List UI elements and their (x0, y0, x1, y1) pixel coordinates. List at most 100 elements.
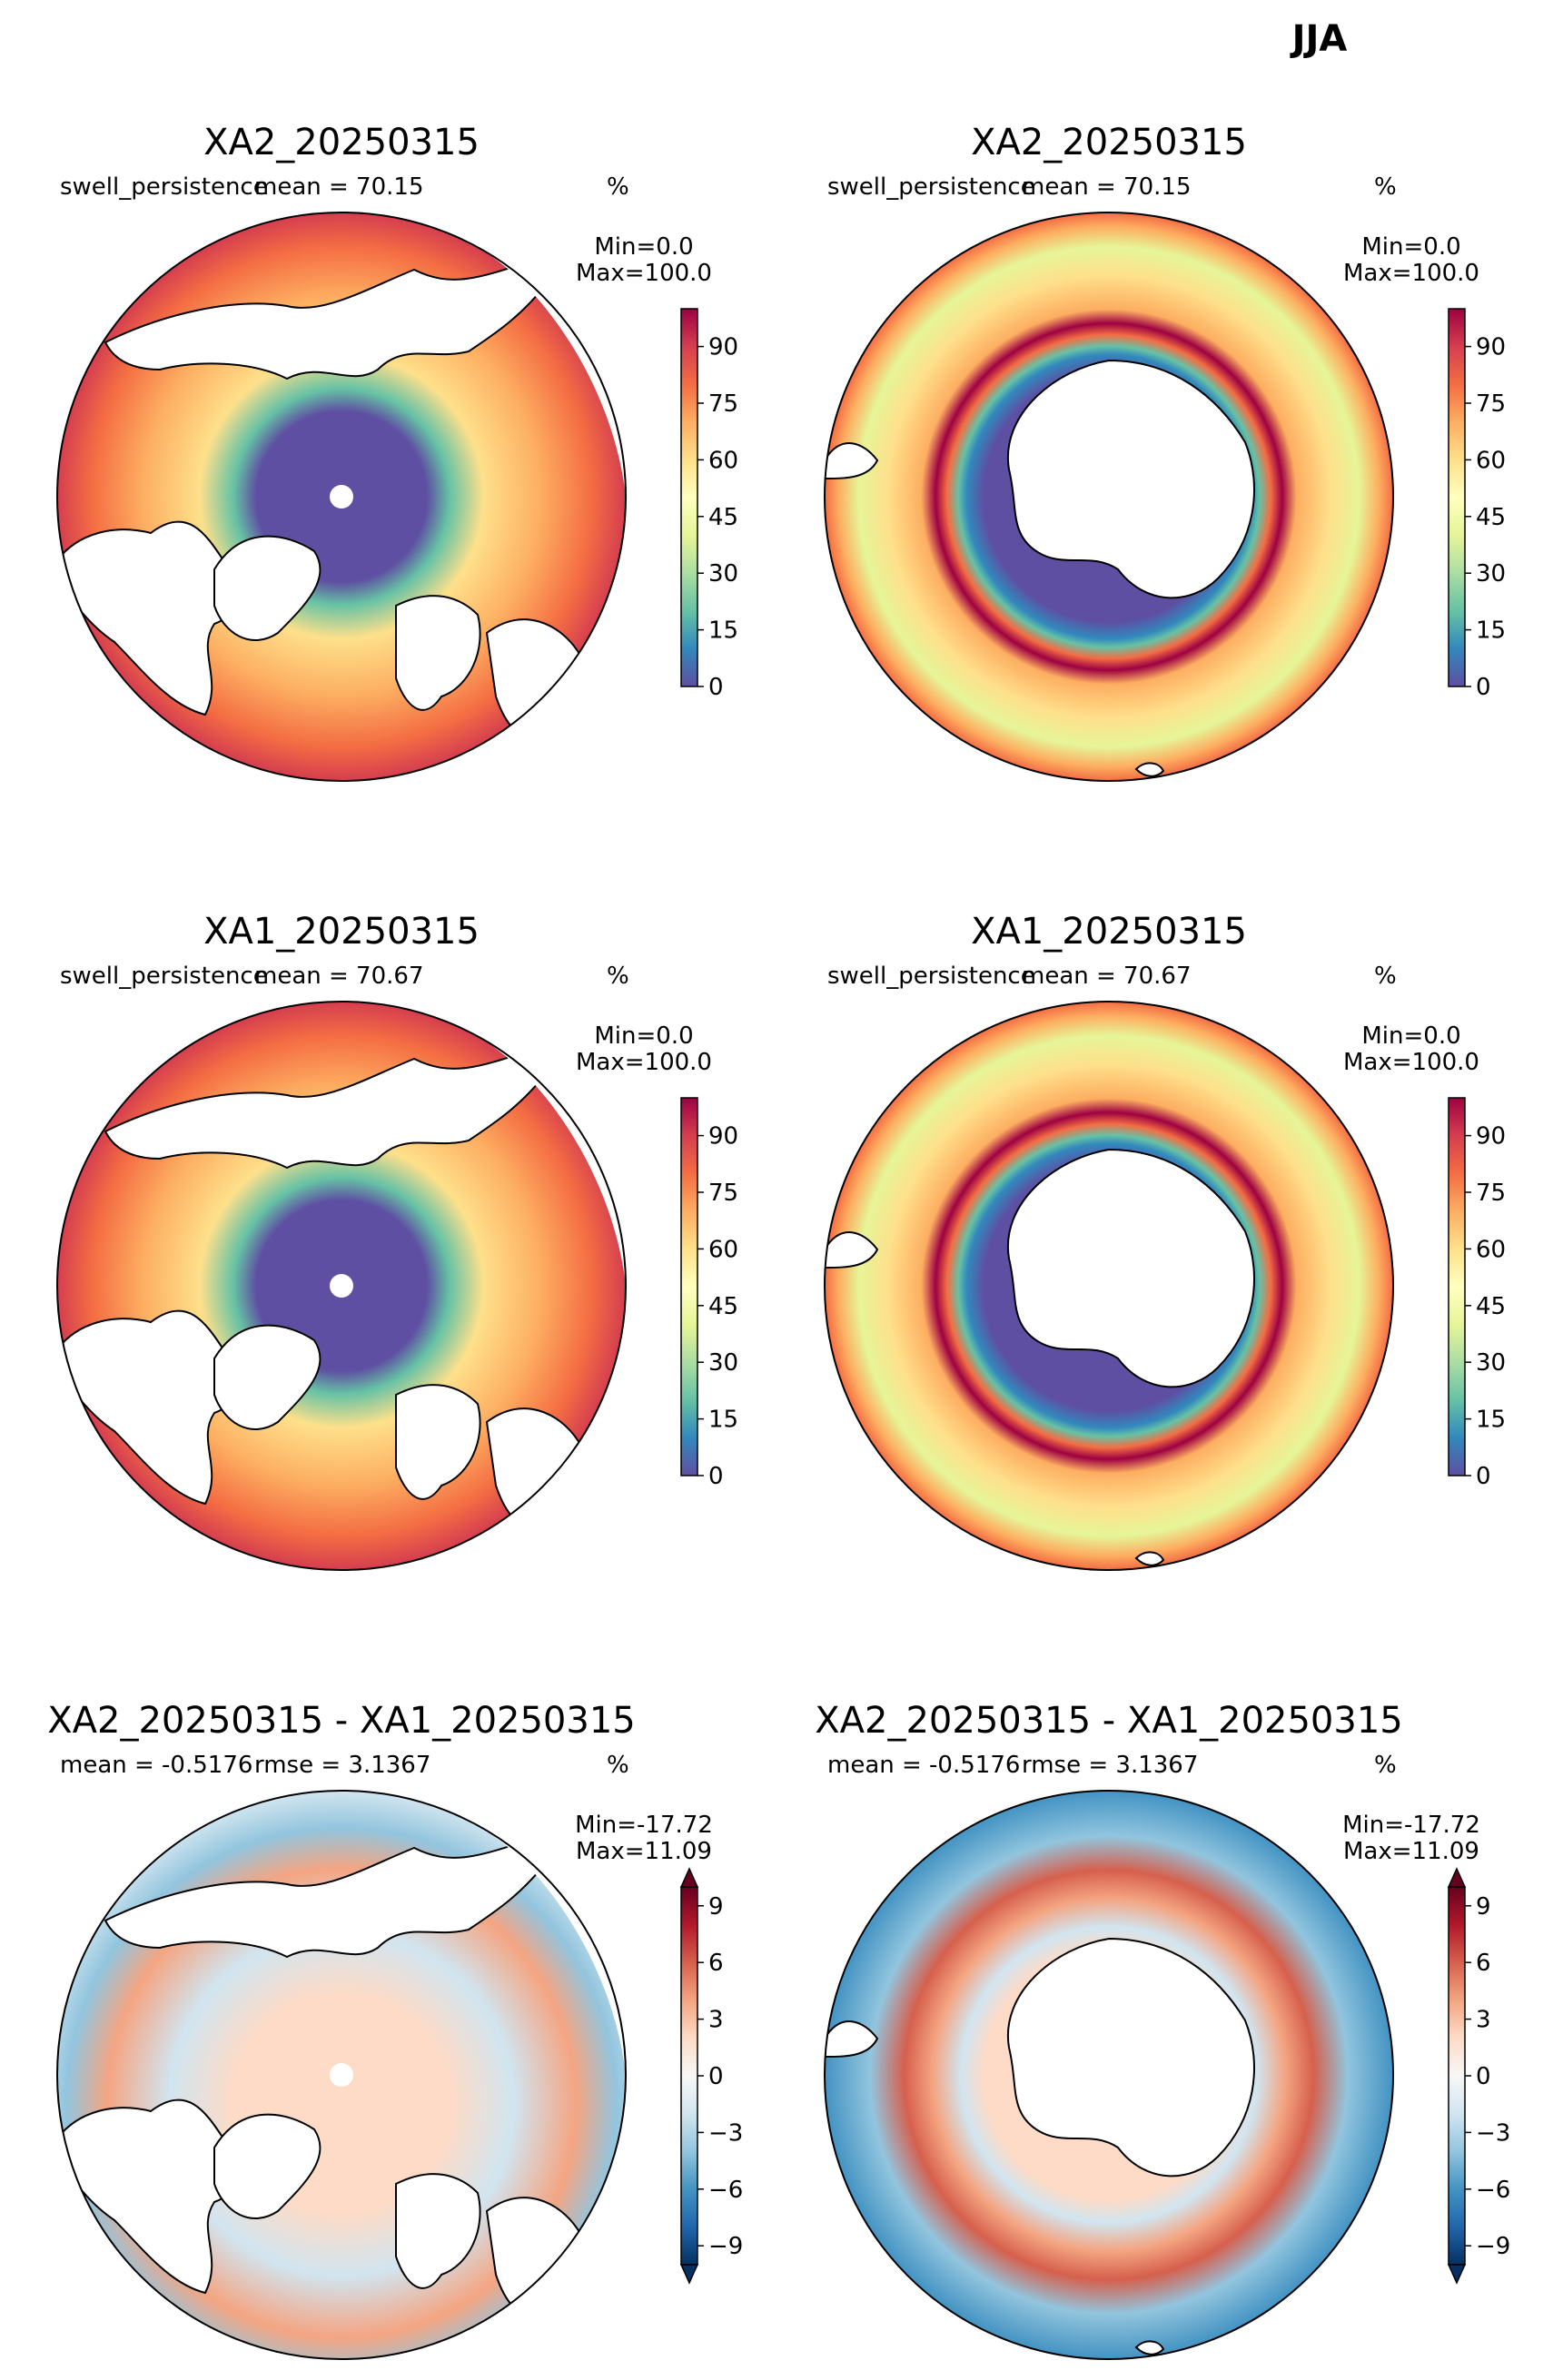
landmass (1134, 2340, 1165, 2355)
panel-left-label: swell_persistence (60, 963, 268, 990)
colorbar-extend-min (679, 2264, 699, 2285)
panel-title: XA2_20250315 - XA1_20250315 (815, 1700, 1402, 1742)
panel-title: XA1_20250315 (971, 911, 1247, 953)
landmass (1134, 1551, 1165, 1566)
landmass (825, 442, 879, 480)
landmass (57, 520, 241, 716)
panel-units: % (607, 173, 629, 201)
colorbar-tick-label: 30 (1476, 560, 1506, 588)
colorbar-tick-label: 9 (1476, 1893, 1491, 1921)
panel-units: % (607, 963, 629, 990)
colorbar-tick-label: 90 (708, 334, 738, 361)
colorbar-tick-label: 60 (708, 1236, 738, 1263)
colorbar-tick-label: 3 (1476, 2007, 1491, 2034)
panel-left-label: swell_persistence (827, 173, 1035, 201)
landmass (1134, 762, 1165, 777)
panel-center-label: mean = 70.15 (1022, 173, 1191, 201)
colorbar-tick-label: −6 (708, 2177, 743, 2204)
pole-hole (330, 2063, 353, 2087)
landmass (104, 259, 552, 380)
map-frame (56, 1001, 627, 1571)
colorbar-tick-label: 75 (1476, 390, 1506, 418)
colorbar-tick-label: 90 (1476, 1123, 1506, 1150)
panel-center-label: mean = 70.67 (254, 963, 423, 990)
colorbar-tick-label: 15 (708, 1407, 738, 1434)
colorbar-extend-min (1447, 2264, 1467, 2285)
landmass (57, 1309, 241, 1506)
colorbar-tick-label: 75 (708, 390, 738, 418)
colorbar-tick-label: 3 (708, 2007, 724, 2034)
landmass (1006, 359, 1255, 599)
landmass (57, 2099, 241, 2295)
colorbar-tick-label: 60 (1476, 447, 1506, 474)
panel-units: % (1374, 173, 1397, 201)
panel-center-label: mean = 70.15 (254, 173, 423, 201)
max-label: Max=11.09 (1343, 1838, 1479, 1865)
colorbar-tick-label: 60 (708, 447, 738, 474)
colorbar-tick-label: −6 (1476, 2177, 1510, 2204)
colorbar-tick-label: 30 (1476, 1349, 1506, 1377)
colorbar-tick-label: 0 (708, 674, 724, 701)
colorbar-tick-label: 45 (1476, 504, 1506, 531)
landmass (1006, 1937, 1255, 2178)
landmass (395, 2173, 481, 2289)
landmass (825, 1231, 879, 1269)
landmass (213, 2113, 321, 2220)
colorbar-extend-max (679, 1867, 699, 1888)
colorbar-tick-label: −9 (1476, 2233, 1510, 2260)
map-frame (824, 212, 1394, 782)
colorbar-extend-max (1447, 1867, 1467, 1888)
panel-left-label: swell_persistence (60, 173, 268, 201)
map-field (825, 212, 1393, 781)
panel-title: XA2_20250315 (971, 122, 1247, 163)
panel-title: XA2_20250315 (203, 122, 480, 163)
panel-units: % (607, 1752, 629, 1779)
panel-units: % (1374, 963, 1397, 990)
landmass (104, 1048, 552, 1170)
colorbar-tick-label: 15 (1476, 1407, 1506, 1434)
max-label: Max=100.0 (1343, 1049, 1479, 1076)
map-frame (56, 212, 627, 782)
panel-left-label: mean = -0.5176 (827, 1752, 1020, 1779)
min-label: Min=0.0 (594, 1022, 693, 1050)
landmass (104, 1837, 552, 1959)
pole-hole (330, 1274, 353, 1298)
colorbar-tick-label: 75 (708, 1180, 738, 1207)
colorbar-tick-label: 90 (1476, 334, 1506, 361)
colorbar (1448, 308, 1466, 687)
colorbar (680, 308, 698, 687)
landmass (395, 1384, 481, 1500)
colorbar-tick-label: 90 (708, 1123, 738, 1150)
landmass (213, 1324, 321, 1431)
colorbar-tick-label: −9 (708, 2233, 743, 2260)
colorbar-tick-label: 6 (708, 1950, 724, 1977)
panel-center-label: mean = 70.67 (1022, 963, 1191, 990)
colorbar-tick-label: −3 (708, 2119, 743, 2147)
colorbar-tick-label: 45 (1476, 1293, 1506, 1320)
colorbar (680, 1886, 698, 2266)
colorbar (680, 1097, 698, 1476)
colorbar-tick-label: 45 (708, 504, 738, 531)
max-label: Max=11.09 (576, 1838, 712, 1865)
map-field (825, 1791, 1393, 2359)
panel-left-label: mean = -0.5176 (60, 1752, 252, 1779)
map-frame (824, 1790, 1394, 2360)
min-label: Min=-17.72 (575, 1812, 713, 1839)
colorbar-tick-label: 15 (1476, 617, 1506, 645)
min-label: Min=-17.72 (1342, 1812, 1480, 1839)
pole-hole (330, 485, 353, 509)
colorbar-tick-label: 30 (708, 560, 738, 588)
min-label: Min=0.0 (1361, 1022, 1460, 1050)
map-frame (56, 1790, 627, 2360)
min-label: Min=0.0 (1361, 233, 1460, 261)
map-field (57, 1002, 626, 1570)
colorbar-tick-label: 0 (708, 2063, 724, 2090)
min-label: Min=0.0 (594, 233, 693, 261)
colorbar-tick-label: 6 (1476, 1950, 1491, 1977)
panel-units: % (1374, 1752, 1397, 1779)
